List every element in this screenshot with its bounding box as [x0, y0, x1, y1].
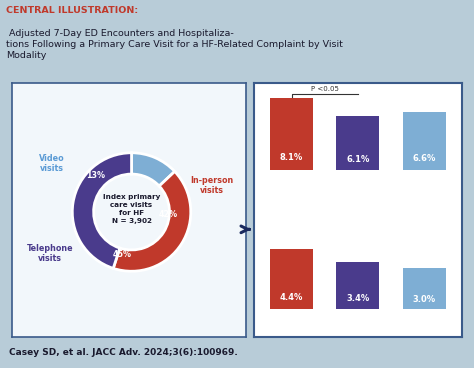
Text: 42%: 42% — [159, 210, 178, 219]
Wedge shape — [131, 153, 175, 186]
Bar — [270, 249, 313, 309]
Bar — [270, 98, 313, 170]
Text: Index primary
care visits
for HF
N = 3,902: Index primary care visits for HF N = 3,9… — [103, 194, 160, 224]
Text: Video
visits: Video visits — [39, 154, 64, 173]
Text: 8.1%: 8.1% — [280, 153, 303, 162]
Text: Adjusted 7-Day ED Encounters and Hospitaliza-
tions Following a Primary Care Vis: Adjusted 7-Day ED Encounters and Hospita… — [6, 29, 343, 60]
Text: 45%: 45% — [113, 250, 132, 259]
Text: In-person
visits: In-person visits — [190, 176, 233, 195]
Bar — [402, 268, 446, 309]
Text: Telephone
visits: Telephone visits — [27, 244, 73, 263]
Text: 3.4%: 3.4% — [346, 294, 370, 303]
Bar — [337, 116, 380, 170]
Text: 3.0%: 3.0% — [413, 295, 436, 304]
Text: CENTRAL ILLUSTRATION:: CENTRAL ILLUSTRATION: — [6, 6, 138, 15]
Bar — [402, 112, 446, 170]
Text: Adjusted 7-day Hospitalizations: Adjusted 7-day Hospitalizations — [283, 318, 433, 327]
Text: 4.4%: 4.4% — [280, 293, 303, 302]
Text: 6.6%: 6.6% — [412, 154, 436, 163]
Text: 13%: 13% — [86, 171, 106, 180]
Wedge shape — [73, 153, 132, 268]
Text: Casey SD, et al. JACC Adv. 2024;3(6):100969.: Casey SD, et al. JACC Adv. 2024;3(6):100… — [9, 348, 238, 357]
Text: P <0.05: P <0.05 — [311, 86, 338, 92]
Wedge shape — [113, 171, 191, 271]
Bar — [337, 262, 380, 309]
Text: Adjusted 7-day ED Encounters: Adjusted 7-day ED Encounters — [286, 180, 429, 189]
Text: 6.1%: 6.1% — [346, 155, 370, 164]
